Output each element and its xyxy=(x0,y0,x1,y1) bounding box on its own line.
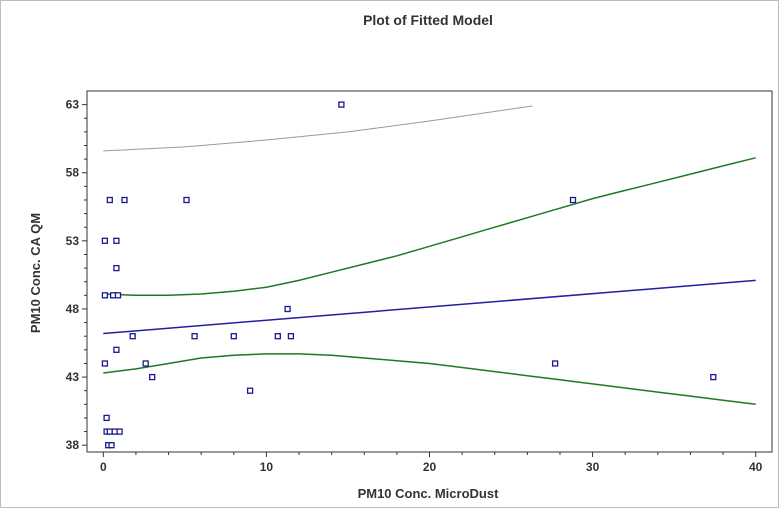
x-tick-label: 20 xyxy=(423,460,437,474)
fit-line xyxy=(103,279,756,335)
y-tick-label: 43 xyxy=(66,370,80,384)
data-point xyxy=(287,333,295,340)
lower-confidence-line xyxy=(103,353,756,406)
data-point xyxy=(183,196,190,204)
data-point xyxy=(569,196,577,204)
data-point xyxy=(113,237,120,244)
data-point xyxy=(121,196,128,204)
data-point xyxy=(551,360,559,367)
data-point xyxy=(113,264,120,272)
y-tick-label: 48 xyxy=(66,302,80,316)
data-points xyxy=(101,101,717,449)
x-axis-ticks: 0 10 20 30 40 xyxy=(100,452,763,474)
data-point xyxy=(108,442,115,449)
data-point xyxy=(116,428,123,435)
data-point xyxy=(114,292,122,299)
data-point xyxy=(191,333,198,340)
data-point xyxy=(149,373,156,381)
data-point xyxy=(284,305,291,313)
data-point xyxy=(101,237,109,244)
x-tick-label: 40 xyxy=(749,460,763,474)
x-tick-label: 30 xyxy=(586,460,600,474)
data-point xyxy=(101,292,109,299)
data-point xyxy=(129,333,136,340)
x-axis-label: PM10 Conc. MicroDust xyxy=(358,486,500,501)
chart-title: Plot of Fitted Model xyxy=(363,12,493,28)
x-tick-label: 10 xyxy=(260,460,274,474)
data-point xyxy=(338,101,345,108)
y-axis-label: PM10 Conc. CA QM xyxy=(28,213,43,333)
fit-lines xyxy=(103,105,756,406)
plot-area xyxy=(86,90,773,453)
y-tick-label: 53 xyxy=(66,234,80,248)
y-axis-ticks: 38 43 48 53 58 63 xyxy=(66,98,87,452)
data-point xyxy=(246,387,254,394)
data-point xyxy=(113,346,120,353)
data-point xyxy=(230,333,237,340)
x-tick-label: 0 xyxy=(100,460,107,474)
data-point xyxy=(101,360,109,367)
y-tick-label: 58 xyxy=(66,166,80,180)
upper-confidence-line xyxy=(103,157,756,297)
y-tick-label: 38 xyxy=(66,438,80,452)
data-point xyxy=(111,428,118,435)
data-point xyxy=(274,333,281,340)
data-point xyxy=(710,373,717,381)
data-point xyxy=(109,292,117,299)
upper-prediction-line xyxy=(103,105,533,152)
y-tick-label: 63 xyxy=(66,98,80,112)
data-point xyxy=(142,360,149,367)
data-point xyxy=(103,414,110,422)
data-point xyxy=(106,196,113,204)
